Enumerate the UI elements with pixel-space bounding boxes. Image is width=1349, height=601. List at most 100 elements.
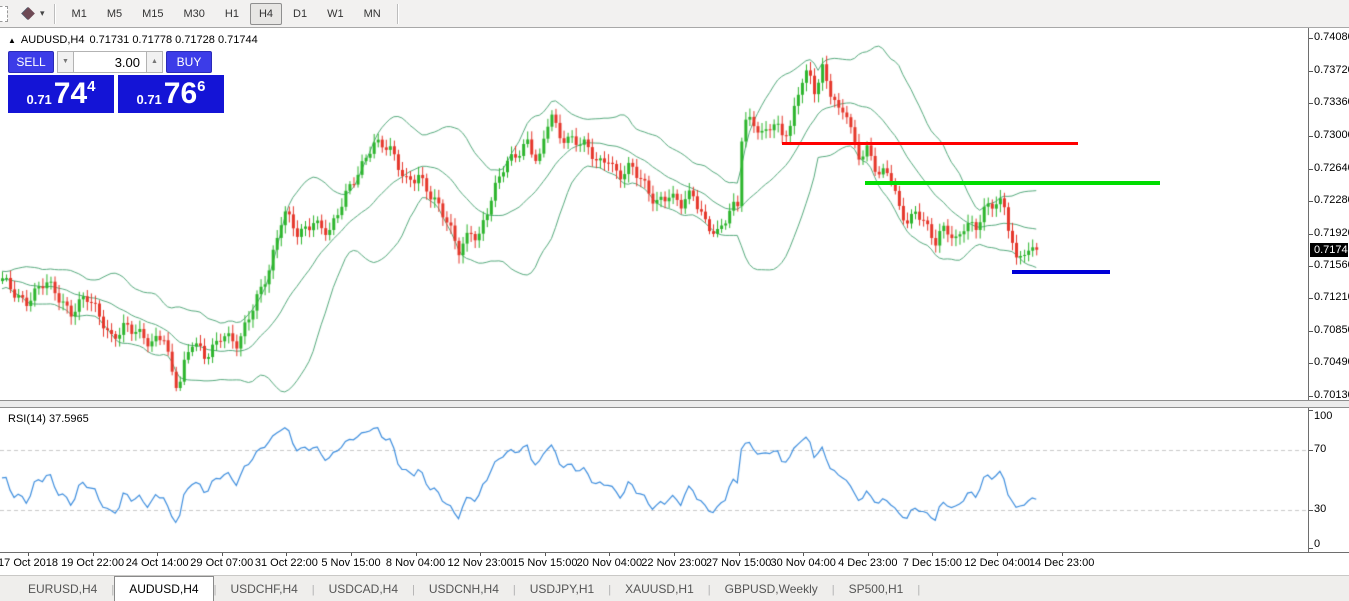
toolbar-separator <box>53 3 56 24</box>
time-axis[interactable]: 17 Oct 2018 19 Oct 22:00 24 Oct 14:00 29 Oc… <box>0 552 1349 575</box>
support-line-blue[interactable] <box>1012 270 1110 274</box>
rsi-axis-tick <box>1309 548 1313 549</box>
tab-separator: | <box>707 584 711 596</box>
time-axis-label: 4 Dec 23:00 <box>838 557 898 569</box>
resistance-line-green[interactable] <box>865 181 1160 185</box>
chart-header: ▲ AUDUSD,H4 0.71731 0.71778 0.71728 0.71… <box>8 34 258 46</box>
chart-symbol-label: AUDUSD,H4 <box>20 34 85 46</box>
price-axis-tick <box>1309 201 1313 203</box>
time-axis-tick <box>221 553 223 556</box>
collapse-icon[interactable]: ▲ <box>8 35 16 45</box>
time-axis-tick <box>544 553 546 556</box>
buy-price-base: 0.71 <box>136 91 162 107</box>
sell-price-big: 74 <box>53 77 88 110</box>
rsi-canvas[interactable] <box>0 408 1308 552</box>
sell-price-base: 0.71 <box>26 91 52 107</box>
timeframe-button-h1[interactable]: H1 <box>224 7 239 20</box>
dropdown-caret-icon[interactable]: ▾ <box>40 8 45 18</box>
time-axis-label: 15 Nov 15:00 <box>512 557 578 569</box>
rsi-scale[interactable]: 100 70 30 0 <box>1308 408 1349 552</box>
timeframe-button-h4[interactable]: H4 <box>249 2 283 25</box>
sell-price-pip: 4 <box>87 78 96 95</box>
timeframe-button-d1[interactable]: D1 <box>293 7 308 20</box>
rsi-panel[interactable]: RSI(14) 37.5965 <box>0 408 1308 552</box>
buy-price-box[interactable]: 0.71 76 6 <box>118 75 224 113</box>
tab-separator: | <box>412 584 415 596</box>
timeframe-button-m30[interactable]: M30 <box>183 7 205 20</box>
timeframe-button-m5[interactable]: M5 <box>106 7 123 20</box>
tab-separator: | <box>213 584 217 596</box>
time-axis-tick <box>738 553 740 556</box>
time-axis-label: 5 Nov 15:00 <box>321 557 381 569</box>
resistance-line-red[interactable] <box>782 142 1078 145</box>
toolbar-separator <box>396 3 399 24</box>
tab-eurusd-h4[interactable]: EURUSD,H4 <box>28 582 98 596</box>
timeframe-button-mn[interactable]: MN <box>363 7 381 20</box>
time-axis-tick <box>157 553 159 556</box>
new-order-icon <box>21 5 35 23</box>
chart-tabs-bar: EURUSD,H4 | AUDUSD,H4 | USDCHF,H4 | USDCAD,H4 |… <box>0 575 1349 601</box>
volume-input[interactable] <box>74 51 146 73</box>
time-axis-label: 31 Oct 22:00 <box>254 557 318 569</box>
price-axis-tick <box>1309 363 1313 365</box>
timeframe-button-m1[interactable]: M1 <box>71 7 87 20</box>
rsi-axis-label: 70 <box>1314 443 1327 455</box>
tab-usdjpy-h1[interactable]: USDJPY,H1 <box>529 582 595 596</box>
tab-usdcad-h4[interactable]: USDCAD,H4 <box>328 582 398 596</box>
chart-object-icon[interactable] <box>0 5 8 22</box>
buy-price-big: 76 <box>163 77 198 110</box>
timeframe-button-w1[interactable]: W1 <box>327 7 344 20</box>
price-chart[interactable]: ▲ AUDUSD,H4 0.71731 0.71778 0.71728 0.71… <box>0 28 1308 400</box>
time-axis-tick <box>351 553 352 556</box>
time-axis-label: 12 Nov 23:00 <box>447 557 513 569</box>
time-axis-label: 27 Nov 15:00 <box>705 557 772 569</box>
time-axis-label: 20 Nov 04:00 <box>576 557 643 569</box>
timeframe-button-m15[interactable]: M15 <box>142 7 164 20</box>
time-axis-tick <box>867 553 869 556</box>
buy-button[interactable]: BUY <box>166 51 212 73</box>
sell-button[interactable]: SELL <box>8 51 54 73</box>
price-axis-tick <box>1309 266 1313 268</box>
price-axis-tick <box>1309 135 1313 137</box>
time-axis-label: 22 Nov 23:00 <box>641 557 707 569</box>
time-axis-label: 19 Oct 22:00 <box>61 557 125 569</box>
time-axis-label: 8 Nov 04:00 <box>385 557 446 569</box>
time-axis-label: 29 Oct 07:00 <box>190 557 254 569</box>
price-axis-tick <box>1309 168 1313 170</box>
tab-separator: | <box>608 584 612 596</box>
tab-sp500-h1[interactable]: SP500,H1 <box>848 582 904 596</box>
tab-gbpusd-weekly[interactable]: GBPUSD,Weekly <box>724 582 818 596</box>
volume-increase-button[interactable]: ▲ <box>146 51 163 73</box>
top-toolbar: ▾ M1 M5 M15 M30 H1 H4 D1 W1 MN <box>0 0 1349 28</box>
price-axis-tick <box>1309 233 1313 235</box>
time-axis-label: 17 Oct 2018 <box>0 557 58 569</box>
price-axis-tick <box>1309 70 1313 72</box>
one-click-trade-panel: SELL ▼ ▲ BUY 0.71 74 4 0.71 <box>8 51 226 113</box>
time-axis-tick <box>415 553 417 556</box>
tab-audusd-h4[interactable]: AUDUSD,H4 <box>114 576 214 601</box>
new-order-button[interactable]: ▾ <box>20 3 48 25</box>
rsi-axis-tick <box>1309 410 1313 411</box>
tab-separator: | <box>831 584 835 596</box>
rsi-axis-tick <box>1309 510 1313 511</box>
panel-splitter[interactable] <box>0 400 1349 408</box>
price-axis-tick <box>1309 38 1313 39</box>
tab-usdcnh-h4[interactable]: USDCNH,H4 <box>428 582 499 596</box>
tab-xauusd-h1[interactable]: XAUUSD,H1 <box>625 582 694 596</box>
volume-decrease-button[interactable]: ▼ <box>57 51 74 73</box>
time-axis-tick <box>932 553 934 556</box>
time-axis-label: 30 Nov 04:00 <box>770 557 836 569</box>
sell-price-box[interactable]: 0.71 74 4 <box>8 75 114 113</box>
rsi-axis-label: 0 <box>1314 538 1321 550</box>
rsi-axis-label: 100 <box>1314 410 1333 422</box>
tab-usdchf-h4[interactable]: USDCHF,H4 <box>230 582 298 596</box>
price-axis-tick <box>1309 330 1313 332</box>
